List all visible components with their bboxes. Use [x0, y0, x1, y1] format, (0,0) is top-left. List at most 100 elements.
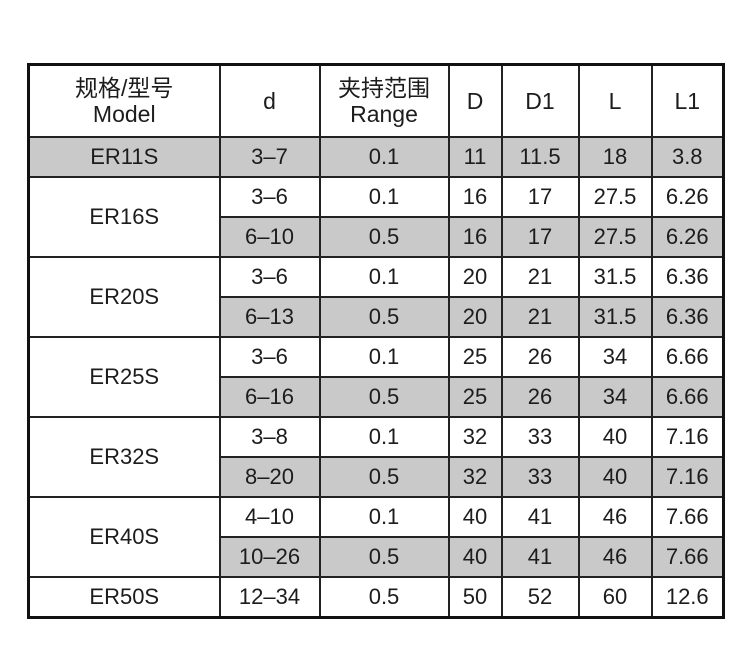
value-cell: 20	[447, 256, 503, 298]
value-cell: 7.16	[650, 416, 725, 458]
value-cell: 3–6	[218, 256, 321, 298]
value-cell: 46	[577, 496, 653, 538]
model-cell: ER11S	[27, 136, 221, 178]
header-text: D1	[525, 88, 555, 114]
value-cell: 11	[447, 136, 503, 178]
value-cell: 3–6	[218, 176, 321, 218]
value-cell: 40	[447, 496, 503, 538]
value-cell: 27.5	[577, 176, 653, 218]
table-row: ER32S 3–8 0.1 32 33 40 7.16	[27, 416, 725, 498]
value-cell: 16	[447, 176, 503, 218]
value-cell: 12.6	[650, 576, 725, 619]
header-text: d	[263, 88, 276, 114]
table-row: ER25S 3–6 0.1 25 26 34 6.66	[27, 336, 725, 418]
value-cell: 6.66	[650, 336, 725, 378]
header-cell: d	[218, 63, 321, 138]
header-cell: 夹持范围 Range	[318, 63, 450, 138]
value-cell: 3.8	[650, 136, 725, 178]
table-row: ER16S 3–6 0.1 16 17 27.5 6.26	[27, 176, 725, 258]
header-cell: 规格/型号 Model	[27, 63, 221, 138]
value-cell: 17	[500, 176, 580, 218]
value-cell: 60	[577, 576, 653, 619]
value-cell: 26	[500, 336, 580, 378]
value-cell: 7.66	[650, 496, 725, 538]
header-cell: L	[577, 63, 653, 138]
header-cell: L1	[650, 63, 725, 138]
value-cell: 0.1	[318, 176, 450, 218]
value-cell: 26	[500, 376, 580, 418]
value-cell: 6–16	[218, 376, 321, 418]
value-cell: 11.5	[500, 136, 580, 178]
value-cell: 32	[447, 456, 503, 498]
header-text: Model	[92, 101, 156, 127]
value-cell: 41	[500, 536, 580, 578]
value-cell: 6.26	[650, 216, 725, 258]
value-cell: 3–6	[218, 336, 321, 378]
model-cell: ER40S	[27, 496, 221, 578]
value-cell: 8–20	[218, 456, 321, 498]
value-cell: 0.1	[318, 416, 450, 458]
value-cell: 41	[500, 496, 580, 538]
value-cell: 31.5	[577, 296, 653, 338]
spec-table: 规格/型号 Model d 夹持范围 Range D D1 L L1 ER11S 3–7 0.1 11…	[27, 63, 725, 619]
model-cell: ER20S	[27, 256, 221, 338]
header-row: 规格/型号 Model d 夹持范围 Range D D1 L L1	[27, 63, 725, 138]
value-cell: 12–34	[218, 576, 321, 619]
model-cell: ER16S	[27, 176, 221, 258]
value-cell: 0.5	[318, 576, 450, 619]
value-cell: 33	[500, 456, 580, 498]
value-cell: 6.36	[650, 256, 725, 298]
value-cell: 25	[447, 376, 503, 418]
value-cell: 7.16	[650, 456, 725, 498]
header-text: Range	[350, 101, 418, 127]
value-cell: 33	[500, 416, 580, 458]
header-cell: D	[447, 63, 503, 138]
header-text: 规格/型号	[75, 75, 174, 101]
header-text: L1	[674, 88, 701, 114]
value-cell: 0.5	[318, 376, 450, 418]
value-cell: 21	[500, 296, 580, 338]
value-cell: 31.5	[577, 256, 653, 298]
value-cell: 21	[500, 256, 580, 298]
model-cell: ER32S	[27, 416, 221, 498]
header-text: L	[608, 88, 622, 114]
value-cell: 0.1	[318, 336, 450, 378]
table-row: ER40S 4–10 0.1 40 41 46 7.66	[27, 496, 725, 578]
value-cell: 40	[577, 456, 653, 498]
table-row: ER11S 3–7 0.1 11 11.5 18 3.8	[27, 136, 725, 178]
value-cell: 0.5	[318, 456, 450, 498]
value-cell: 0.5	[318, 536, 450, 578]
value-cell: 46	[577, 536, 653, 578]
value-cell: 34	[577, 376, 653, 418]
value-cell: 18	[577, 136, 653, 178]
value-cell: 0.5	[318, 296, 450, 338]
value-cell: 40	[447, 536, 503, 578]
value-cell: 0.1	[318, 136, 450, 178]
table-row: ER50S 12–34 0.5 50 52 60 12.6	[27, 576, 725, 619]
model-cell: ER25S	[27, 336, 221, 418]
value-cell: 16	[447, 216, 503, 258]
value-cell: 0.1	[318, 256, 450, 298]
header-cell: D1	[500, 63, 580, 138]
value-cell: 10–26	[218, 536, 321, 578]
table-row: 6–10 0.5 16 17 27.5 6.26	[28, 216, 725, 258]
value-cell: 50	[447, 576, 503, 619]
value-cell: 6–10	[218, 216, 321, 258]
value-cell: 25	[447, 336, 503, 378]
value-cell: 0.1	[318, 496, 450, 538]
value-cell: 6.66	[650, 376, 725, 418]
value-cell: 6–13	[218, 296, 321, 338]
model-cell: ER50S	[27, 576, 221, 619]
value-cell: 27.5	[577, 216, 653, 258]
header-text: D	[466, 88, 484, 114]
value-cell: 3–8	[218, 416, 321, 458]
value-cell: 17	[500, 216, 580, 258]
value-cell: 20	[447, 296, 503, 338]
value-cell: 40	[577, 416, 653, 458]
value-cell: 4–10	[218, 496, 321, 538]
table-body: ER11S 3–7 0.1 11 11.5 18 3.8 ER16S 3–6 0.1 16 17 27.…	[27, 136, 725, 619]
table-row: 10–26 0.5 40 41 46 7.66	[28, 536, 725, 578]
header-text: 夹持范围	[338, 75, 430, 101]
value-cell: 6.26	[650, 176, 725, 218]
